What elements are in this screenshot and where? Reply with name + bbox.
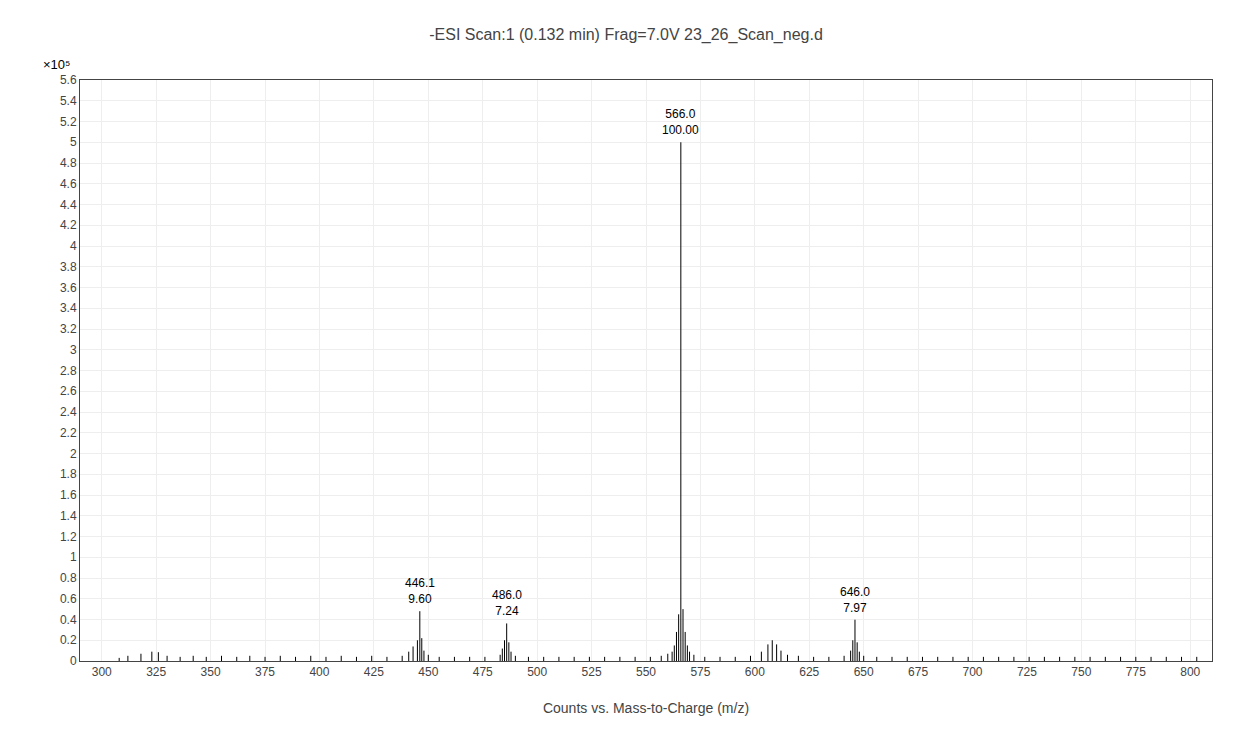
svg-text:2.2: 2.2 bbox=[60, 426, 77, 440]
svg-text:4.8: 4.8 bbox=[60, 156, 77, 170]
svg-text:375: 375 bbox=[255, 665, 275, 679]
svg-text:500: 500 bbox=[527, 665, 547, 679]
svg-text:2.8: 2.8 bbox=[60, 364, 77, 378]
svg-text:350: 350 bbox=[201, 665, 221, 679]
svg-text:3: 3 bbox=[70, 343, 77, 357]
svg-text:3.8: 3.8 bbox=[60, 260, 77, 274]
svg-text:325: 325 bbox=[146, 665, 166, 679]
svg-text:450: 450 bbox=[418, 665, 438, 679]
svg-text:0.4: 0.4 bbox=[60, 613, 77, 627]
svg-text:1.6: 1.6 bbox=[60, 488, 77, 502]
svg-text:2.4: 2.4 bbox=[60, 405, 77, 419]
svg-text:4.4: 4.4 bbox=[60, 198, 77, 212]
svg-text:4.6: 4.6 bbox=[60, 177, 77, 191]
svg-text:×10⁵: ×10⁵ bbox=[43, 57, 70, 72]
svg-text:400: 400 bbox=[309, 665, 329, 679]
svg-text:0.2: 0.2 bbox=[60, 633, 77, 647]
svg-text:5.2: 5.2 bbox=[60, 115, 77, 129]
svg-text:1: 1 bbox=[70, 550, 77, 564]
svg-text:675: 675 bbox=[908, 665, 928, 679]
svg-text:646.07.97: 646.07.97 bbox=[840, 585, 870, 615]
svg-text:4: 4 bbox=[70, 239, 77, 253]
svg-text:525: 525 bbox=[582, 665, 602, 679]
svg-text:625: 625 bbox=[799, 665, 819, 679]
svg-text:750: 750 bbox=[1071, 665, 1091, 679]
svg-text:1.2: 1.2 bbox=[60, 530, 77, 544]
svg-text:-ESI Scan:1 (0.132 min) Frag=7: -ESI Scan:1 (0.132 min) Frag=7.0V 23_26_… bbox=[429, 26, 823, 44]
svg-text:566.0100.00: 566.0100.00 bbox=[662, 107, 699, 137]
svg-text:2: 2 bbox=[70, 447, 77, 461]
svg-text:5: 5 bbox=[70, 135, 77, 149]
svg-text:800: 800 bbox=[1180, 665, 1200, 679]
svg-text:3.4: 3.4 bbox=[60, 301, 77, 315]
svg-text:725: 725 bbox=[1017, 665, 1037, 679]
svg-text:300: 300 bbox=[92, 665, 112, 679]
svg-text:4.2: 4.2 bbox=[60, 218, 77, 232]
svg-text:550: 550 bbox=[636, 665, 656, 679]
svg-text:475: 475 bbox=[473, 665, 493, 679]
svg-text:650: 650 bbox=[854, 665, 874, 679]
svg-text:0.6: 0.6 bbox=[60, 592, 77, 606]
svg-text:775: 775 bbox=[1126, 665, 1146, 679]
svg-text:5.4: 5.4 bbox=[60, 94, 77, 108]
svg-text:3.6: 3.6 bbox=[60, 281, 77, 295]
svg-text:425: 425 bbox=[364, 665, 384, 679]
svg-text:486.07.24: 486.07.24 bbox=[492, 588, 522, 618]
svg-text:600: 600 bbox=[745, 665, 765, 679]
svg-text:700: 700 bbox=[963, 665, 983, 679]
svg-text:1.8: 1.8 bbox=[60, 467, 77, 481]
svg-text:Counts vs. Mass-to-Charge (m/z: Counts vs. Mass-to-Charge (m/z) bbox=[543, 700, 749, 716]
svg-text:446.19.60: 446.19.60 bbox=[405, 576, 435, 606]
svg-text:2.6: 2.6 bbox=[60, 384, 77, 398]
svg-text:0.8: 0.8 bbox=[60, 571, 77, 585]
svg-text:1.4: 1.4 bbox=[60, 509, 77, 523]
svg-text:5.6: 5.6 bbox=[60, 73, 77, 87]
svg-text:575: 575 bbox=[690, 665, 710, 679]
svg-text:3.2: 3.2 bbox=[60, 322, 77, 336]
svg-text:0: 0 bbox=[70, 654, 77, 668]
